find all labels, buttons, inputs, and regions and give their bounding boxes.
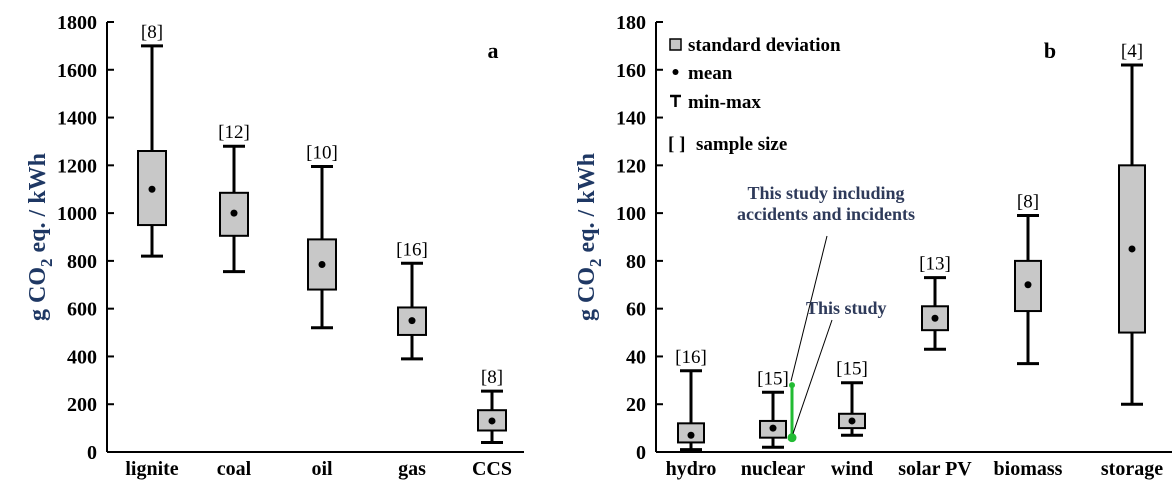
y-tick-label: 1600 [57,60,97,82]
sample-size-label: [10] [306,143,338,164]
category-label: storage [1101,458,1163,480]
category-label: hydro [666,458,717,480]
panel-label: a [488,38,499,63]
box-solar PV: [13] solar PV [898,254,972,480]
y-tick-label: 140 [616,108,646,130]
legend-box-symbol [669,38,682,51]
y-tick-label: 100 [616,203,646,225]
legend-item-label: standard deviation [688,35,841,56]
box-hydro: [16] hydro [666,347,717,480]
y-tick-label: 180 [616,12,646,34]
legend-item-label: sample size [696,134,787,155]
this-study-accidents-dot [789,382,795,389]
annotation-accidents-line2: accidents and incidents [737,204,915,224]
y-tick-label: 0 [87,442,97,464]
y-tick-label: 20 [626,394,646,416]
sample-size-label: [8] [141,22,163,43]
y-tick-label: 80 [626,251,646,273]
box-wind: [15] wind [831,359,873,480]
mean-dot [1128,245,1136,253]
panel-b: 0 20 40 60 80 100 120 140 160 180 g CO2 eq. / kWh b… [574,12,1172,480]
category-label: gas [398,458,426,480]
sample-size-label: [8] [481,367,503,388]
sd-box [1014,259,1042,313]
category-label: nuclear [741,458,806,480]
category-label: wind [831,458,873,480]
annotation-this-study: This study [806,298,887,318]
mean-dot [148,185,156,193]
category-label: CCS [472,458,512,480]
box-CCS: [8] CCS [472,367,512,480]
y-tick-label: 60 [626,299,646,321]
panel-label: b [1044,38,1056,63]
mean-dot [687,431,695,439]
box-oil: [10] oil [306,143,338,480]
category-label: solar PV [898,458,972,480]
mean-dot [318,260,326,268]
category-label: coal [217,458,252,480]
mean-dot [931,314,939,322]
box-storage: [4] storage [1101,41,1163,480]
y-tick-label: 0 [636,442,646,464]
leader-line-accidents [790,235,828,382]
sample-size-label: [15] [836,359,868,380]
y-tick-label: 1000 [57,203,97,225]
category-label: oil [311,458,333,480]
box-lignite: [8] lignite [125,22,178,480]
mean-dot [230,209,238,217]
sample-size-label: [4] [1121,41,1143,62]
sample-size-label: [12] [218,122,250,143]
sample-size-label: [15] [757,368,789,389]
this-study-dot [787,433,797,443]
sample-size-label: [16] [675,347,707,368]
y-tick-label: 1400 [57,108,97,130]
y-tick-label: 600 [67,299,97,321]
y-tick-label: 120 [616,155,646,177]
box-gas: [16] gas [396,239,428,480]
category-label: lignite [125,458,178,480]
box-nuclear: [15] nuclear [741,368,806,480]
y-tick-label: 1200 [57,155,97,177]
sd-box [397,306,427,336]
panel-a: 0 200 400 600 800 1000 1200 1400 1600 1800 g CO2 e… [25,12,524,480]
legend: standard deviation mean min-max [ ] sample s… [668,35,841,155]
y-tick-label: 200 [67,394,97,416]
legend-dot-symbol [672,69,679,75]
mean-dot [769,424,777,432]
annotation-accidents-line1: This study including [747,183,904,203]
box-biomass: [8] biomass [994,192,1063,480]
y-axis-label: g CO2 eq. / kWh [25,153,56,321]
y-tick-label: 160 [616,60,646,82]
legend-bracket-symbol: [ ] [668,134,685,155]
y-tick-label: 800 [67,251,97,273]
legend-item-label: mean [688,63,733,84]
leader-line-this-study [792,319,833,434]
legend-item-label: min-max [688,92,761,113]
sample-size-label: [16] [396,239,428,260]
box-coal: [12] coal [217,122,252,480]
y-tick-label: 40 [626,346,646,368]
y-axis-label: g CO2 eq. / kWh [574,153,605,321]
mean-dot [848,417,856,425]
category-label: biomass [994,458,1063,480]
mean-dot [408,317,416,325]
mean-dot [1024,281,1032,289]
mean-dot [488,417,496,425]
y-tick-label: 1800 [57,12,97,34]
sample-size-label: [13] [919,254,951,275]
sample-size-label: [8] [1017,192,1039,213]
y-tick-label: 400 [67,346,97,368]
